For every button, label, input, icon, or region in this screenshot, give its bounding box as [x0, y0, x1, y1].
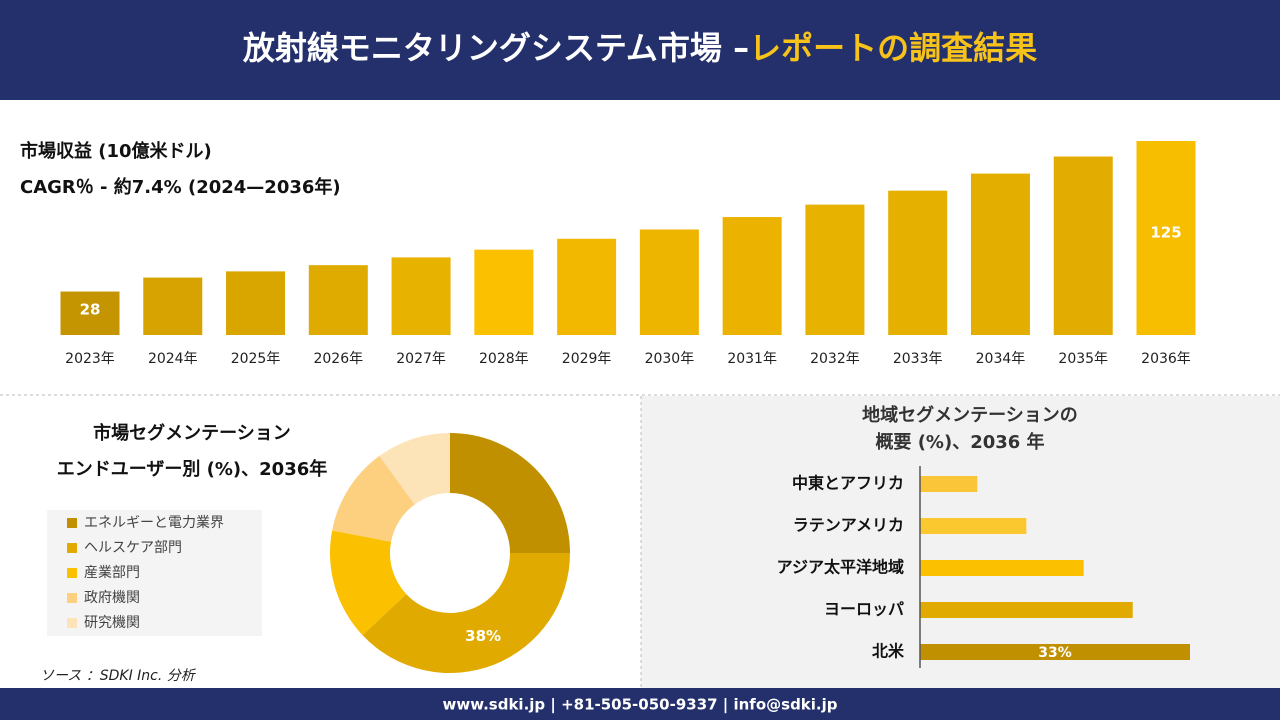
bar	[474, 249, 534, 335]
x-tick-label: 2035年	[1058, 351, 1108, 367]
footer: www.sdki.jp | +81-505-050-9337 | info@sd…	[442, 696, 837, 715]
source: ソース ：SDKI Inc. 分析	[40, 668, 197, 684]
chart-title: 地域セグメンテーションの	[862, 404, 1078, 426]
bar	[639, 229, 699, 335]
legend-label: 政府機関	[84, 590, 140, 606]
donut-slice	[332, 455, 415, 542]
bar	[1053, 156, 1113, 335]
bar	[391, 257, 451, 335]
legend-swatch	[67, 593, 77, 603]
chart-subtitle: エンドユーザー別 (%)、2036年	[57, 458, 328, 480]
legend-swatch	[67, 518, 77, 528]
legend-swatch	[67, 543, 77, 553]
y-tick-label: ヨーロッパ	[824, 600, 904, 619]
bar	[970, 173, 1030, 335]
bar	[557, 238, 617, 335]
data-label: 33%	[1038, 645, 1072, 661]
chart-subtitle: 概要 (%)、2036 年	[875, 431, 1044, 453]
bar	[722, 217, 782, 335]
bar	[308, 265, 368, 335]
legend-label: 産業部門	[84, 565, 140, 581]
bar	[1136, 141, 1196, 335]
data-label: 38%	[465, 627, 501, 645]
bar	[226, 271, 286, 335]
bar	[920, 602, 1133, 618]
x-tick-label: 2023年	[65, 351, 115, 367]
legend-label: ヘルスケア部門	[84, 540, 182, 556]
region-panel	[641, 396, 1280, 688]
x-tick-label: 2028年	[479, 351, 529, 367]
chart-subtitle: CAGR％ - 約7.4% (2024—2036年)	[20, 176, 341, 198]
bar	[920, 518, 1027, 534]
bar	[805, 204, 865, 335]
x-tick-label: 2030年	[645, 351, 695, 367]
y-tick-label: 北米	[872, 642, 905, 661]
bar	[920, 476, 978, 492]
x-tick-label: 2029年	[562, 351, 612, 367]
legend-box	[47, 510, 262, 636]
legend-label: 研究機関	[84, 615, 140, 631]
charts: 市場収益 (10億米ドル) CAGR％ - 約7.4% (2024—2036年) 2…	[20, 140, 1196, 674]
footer-bar	[0, 688, 1280, 720]
donut-slice	[362, 553, 570, 674]
data-label: 28	[80, 301, 101, 319]
bar	[920, 644, 1190, 660]
bar	[143, 277, 203, 335]
bar	[888, 190, 948, 335]
bar	[60, 291, 120, 335]
y-tick-label: 中東とアフリカ	[792, 474, 904, 493]
x-tick-label: 2024年	[148, 351, 198, 367]
chart-title: 市場収益 (10億米ドル)	[20, 140, 212, 162]
donut-slice	[330, 530, 407, 636]
x-tick-label: 2031年	[727, 351, 777, 367]
legend-swatch	[67, 568, 77, 578]
x-tick-label: 2027年	[396, 351, 446, 367]
legend-swatch	[67, 618, 77, 628]
donut-slice	[450, 433, 570, 553]
x-tick-label: 2036年	[1141, 351, 1191, 367]
x-tick-label: 2034年	[976, 351, 1026, 367]
y-tick-label: ラテンアメリカ	[793, 516, 904, 535]
header-title: 放射線モニタリングシステム市場 –レポートの調査結果	[243, 29, 1037, 67]
chart-title: 市場セグメンテーション	[93, 422, 291, 444]
y-tick-label: アジア太平洋地域	[777, 558, 904, 577]
header-title-main: 放射線モニタリングシステム市場 –	[243, 29, 749, 67]
donut-slice	[379, 433, 450, 505]
legend-label: エネルギーと電力業界	[84, 515, 224, 531]
x-tick-label: 2025年	[231, 351, 281, 367]
x-tick-label: 2026年	[313, 351, 363, 367]
x-tick-label: 2033年	[893, 351, 943, 367]
data-label: 125	[1150, 224, 1181, 242]
header-title-highlight: レポートの調査結果	[749, 29, 1037, 67]
bar	[920, 560, 1084, 576]
x-tick-label: 2032年	[810, 351, 860, 367]
header-bar	[0, 0, 1280, 100]
